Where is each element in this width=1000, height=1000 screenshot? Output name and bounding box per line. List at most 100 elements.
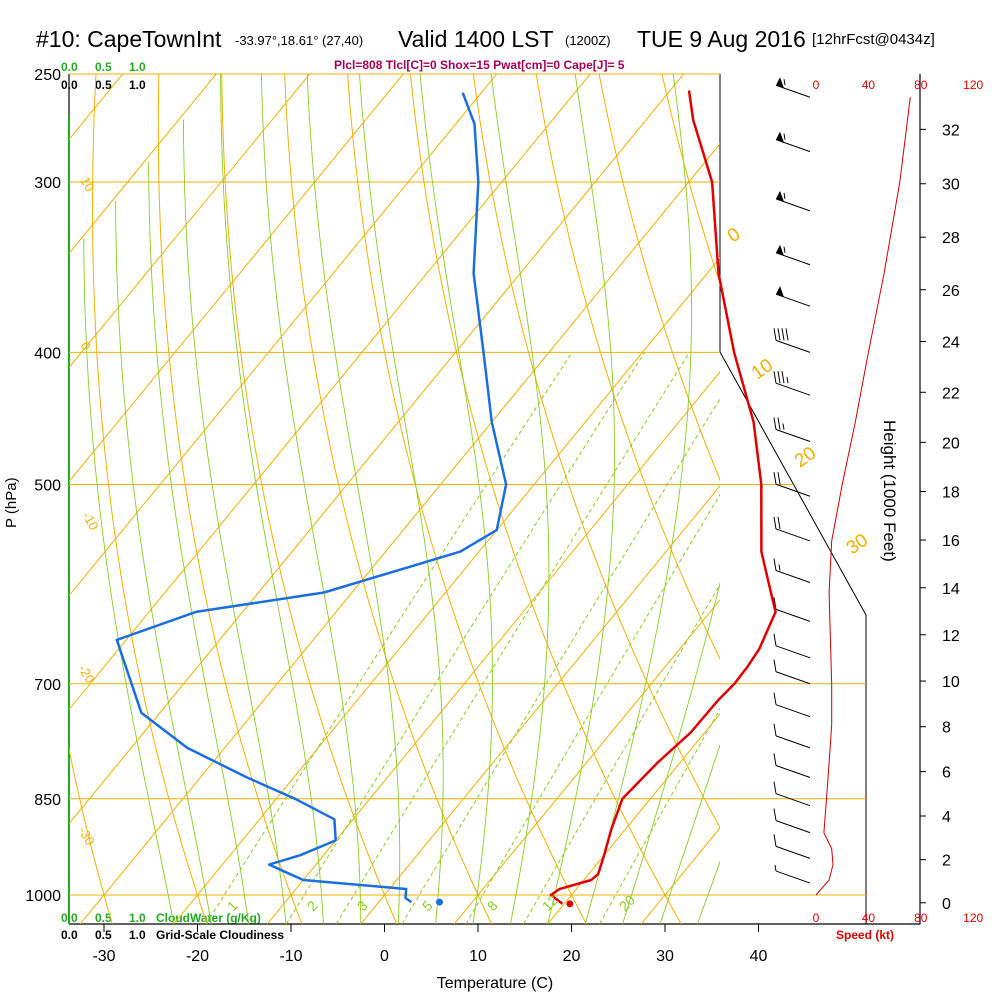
- height-tick-label: 2: [942, 853, 951, 870]
- wind-barb: [773, 781, 811, 807]
- mixing-ratio-lines: [205, 352, 720, 924]
- wind-barb-flag: [773, 781, 777, 794]
- moist-adiabat--16: [115, 201, 212, 924]
- isotherm-40: [735, 50, 1000, 924]
- isotherm--50: [69, 74, 591, 711]
- height-tick-label: 28: [942, 230, 960, 247]
- height-tick-label: 12: [942, 628, 960, 645]
- wind-barb-staff: [775, 608, 811, 622]
- wind-barb-staff: [775, 483, 811, 497]
- wind-barb: [773, 371, 811, 396]
- plot-right-boundary: [719, 351, 867, 924]
- isotherm--90: [69, 74, 217, 255]
- wind-speed-profile: [815, 97, 911, 896]
- cloud-scale-bottom-green-1: 0.5: [95, 911, 112, 925]
- dry-adiabat-50: [535, 74, 720, 661]
- wind-barb-flag: [773, 328, 777, 341]
- isobar-lines: [69, 73, 866, 896]
- mixing-ratio-5: [401, 397, 720, 924]
- isotherm-lines: [69, 50, 1000, 924]
- moist-adiabat-8: [359, 74, 444, 924]
- mixing-ratio-12: [523, 583, 720, 924]
- height-tick-label: 32: [942, 122, 960, 139]
- moist-adiabat-20: [547, 74, 615, 924]
- height-tick-label: 26: [942, 283, 960, 300]
- moist-adiabat-4: [306, 74, 401, 924]
- cloud-scale-top-black-1: 0.5: [95, 78, 112, 92]
- wind-barb: [773, 597, 811, 622]
- moist-adiabat--12: [148, 161, 250, 924]
- wind-barb: [773, 558, 811, 583]
- height-axis-title: Height (1000 Feet): [880, 420, 899, 562]
- wind-barb-pennant: [776, 131, 784, 143]
- dry-adiabat-label: -10: [79, 509, 101, 533]
- axes: -30 -20 -10 0 10 20 30 402503004005007008501000…: [25, 67, 983, 965]
- wind-barb-flag: [777, 328, 781, 341]
- isotherm--80: [69, 74, 311, 369]
- height-tick-label: 6: [942, 765, 951, 782]
- wind-barb-pennant: [776, 190, 784, 202]
- speed-tick-top: 120: [963, 78, 983, 92]
- moist-adiabat-12: [419, 74, 493, 924]
- wind-barb-half-flag: [774, 864, 777, 872]
- station-title: #10: CapeTownInt: [36, 26, 222, 52]
- wind-barb-half-flag: [778, 564, 781, 571]
- speed-tick-top: 40: [862, 78, 876, 92]
- height-tick-label: 20: [942, 435, 960, 452]
- wind-barb-flag: [773, 834, 777, 847]
- mixing-ratio-8: [465, 493, 720, 924]
- speed-tick-bottom: 40: [862, 911, 876, 925]
- height-tick-label: 4: [942, 809, 951, 826]
- wind-barb-staff: [775, 845, 811, 859]
- wind-barb-flag: [781, 371, 785, 384]
- dry-adiabat-10: [284, 74, 492, 924]
- x-tick-label: 0: [380, 948, 389, 965]
- wind-barb-staff: [775, 570, 811, 583]
- wind-barb-staff: [775, 528, 811, 542]
- cloud-scale-top-black-2: 1.0: [129, 78, 146, 92]
- wind-barb-flag: [777, 417, 781, 430]
- grid-cloudiness-label: Grid-Scale Cloudiness: [156, 928, 285, 942]
- speed-tick-bottom: 80: [914, 911, 928, 925]
- wind-barb-flag: [777, 371, 781, 384]
- wind-barb-half-flag: [783, 246, 786, 253]
- y-axis-title: P (hPa): [3, 477, 20, 528]
- zulu-time: (1200Z): [565, 33, 611, 48]
- wind-barb: [773, 659, 811, 685]
- isotherm--10: [266, 371, 720, 924]
- cloud-scale-bottom-black-0: 0.0: [61, 928, 78, 942]
- wind-barb-staff: [775, 382, 811, 396]
- wind-barb: [775, 131, 811, 153]
- height-tick-label: 24: [942, 334, 960, 351]
- mixing-ratio-1: [205, 352, 573, 924]
- wind-barb: [775, 190, 811, 212]
- dry-adiabat-lines: [69, 50, 1000, 924]
- wind-barb-staff: [775, 765, 811, 778]
- wind-barb-flag: [781, 328, 785, 341]
- wind-barb-staff: [775, 429, 811, 442]
- x-tick-label: 20: [563, 948, 581, 965]
- sounding-series: [115, 90, 777, 908]
- dry-adiabat-label: -20: [75, 662, 97, 686]
- moist-adiabat-28: [622, 581, 720, 924]
- y-tick-label: 300: [34, 175, 61, 192]
- cloud-scale-bottom-black-1: 0.5: [95, 928, 112, 942]
- wind-barb-pennant: [776, 244, 784, 256]
- x-axis-title: Temperature (C): [437, 975, 553, 992]
- plot-frame: [68, 74, 921, 925]
- x-tick-label: 40: [750, 948, 768, 965]
- dry-adiabat--10: [157, 74, 303, 924]
- height-tick-label: 14: [942, 581, 960, 598]
- dry-adiabat--20: [91, 74, 208, 924]
- forecast-run: [12hrFcst@0434z]: [812, 31, 935, 48]
- moist-adiabat-lines: [83, 74, 720, 924]
- moist-adiabat-24: [584, 74, 692, 924]
- dry-adiabat-100: [843, 50, 1000, 924]
- speed-tick-bottom: 0: [813, 911, 820, 925]
- isotherm--40: [69, 74, 685, 825]
- station-coords: -33.97°,18.61° (27,40): [235, 33, 364, 48]
- wind-barb-flag: [773, 417, 777, 430]
- wind-barb: [773, 417, 811, 442]
- y-tick-label: 1000: [25, 888, 61, 905]
- wind-barb-staff: [775, 671, 811, 685]
